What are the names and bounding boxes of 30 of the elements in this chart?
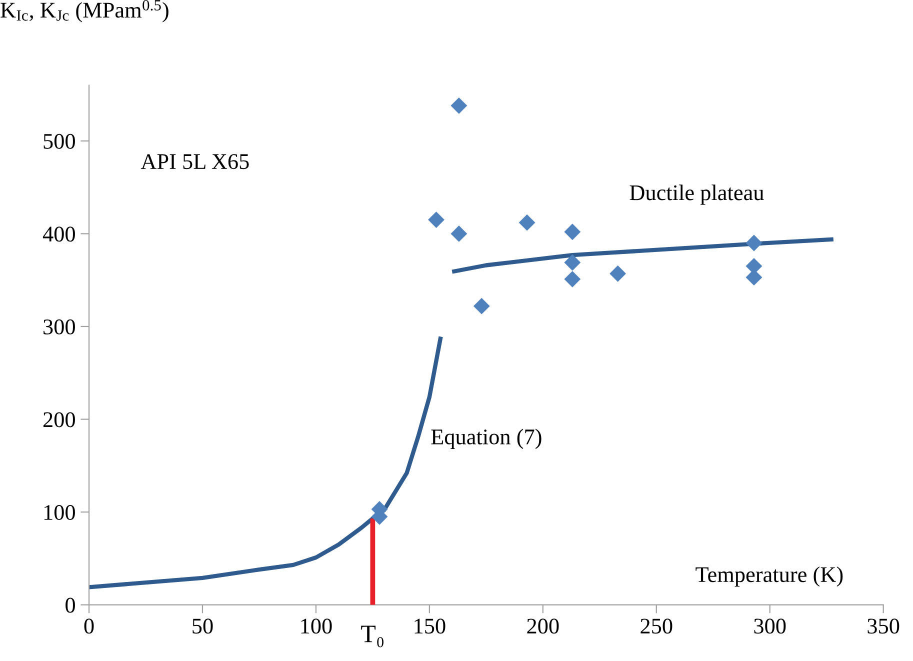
x-axis-title: Temperature (K) (696, 566, 843, 587)
point (473, 298, 490, 314)
point (564, 254, 581, 271)
point (518, 214, 536, 231)
x-tick-label: 50 (192, 618, 213, 634)
x-tick-label: 200 (527, 618, 559, 634)
point (564, 224, 581, 240)
y-axis-title: K$_{Ic}$, K$_{Jc}$ (MPam$^{0.5}$) (0, 0, 168, 22)
annotation: Equation (7) (431, 428, 542, 449)
x-tick-label: 350 (868, 618, 900, 634)
y-tick-label: 200 (43, 412, 75, 428)
x-tick-label: 250 (640, 618, 672, 634)
point (610, 265, 626, 282)
x-tick-label: 150 (414, 618, 446, 634)
point (746, 234, 762, 252)
x-tick-label: 0 (84, 618, 94, 634)
point (564, 270, 581, 288)
text: T₀ (361, 626, 384, 648)
x-tick-label: 300 (754, 618, 786, 634)
point (450, 97, 468, 114)
annotation: Ductile plateau (630, 184, 764, 205)
y-tick-label: 500 (44, 134, 75, 149)
x-tick-label: 100 (301, 618, 332, 634)
y-tick-label: 100 (44, 504, 75, 520)
y-tick-label: 300 (44, 319, 75, 334)
y-tick-label: 400 (42, 226, 75, 242)
y-tick-label: 0 (66, 598, 75, 613)
point (428, 212, 444, 228)
annotation: API 5L X65 (140, 154, 249, 170)
point (450, 225, 468, 242)
